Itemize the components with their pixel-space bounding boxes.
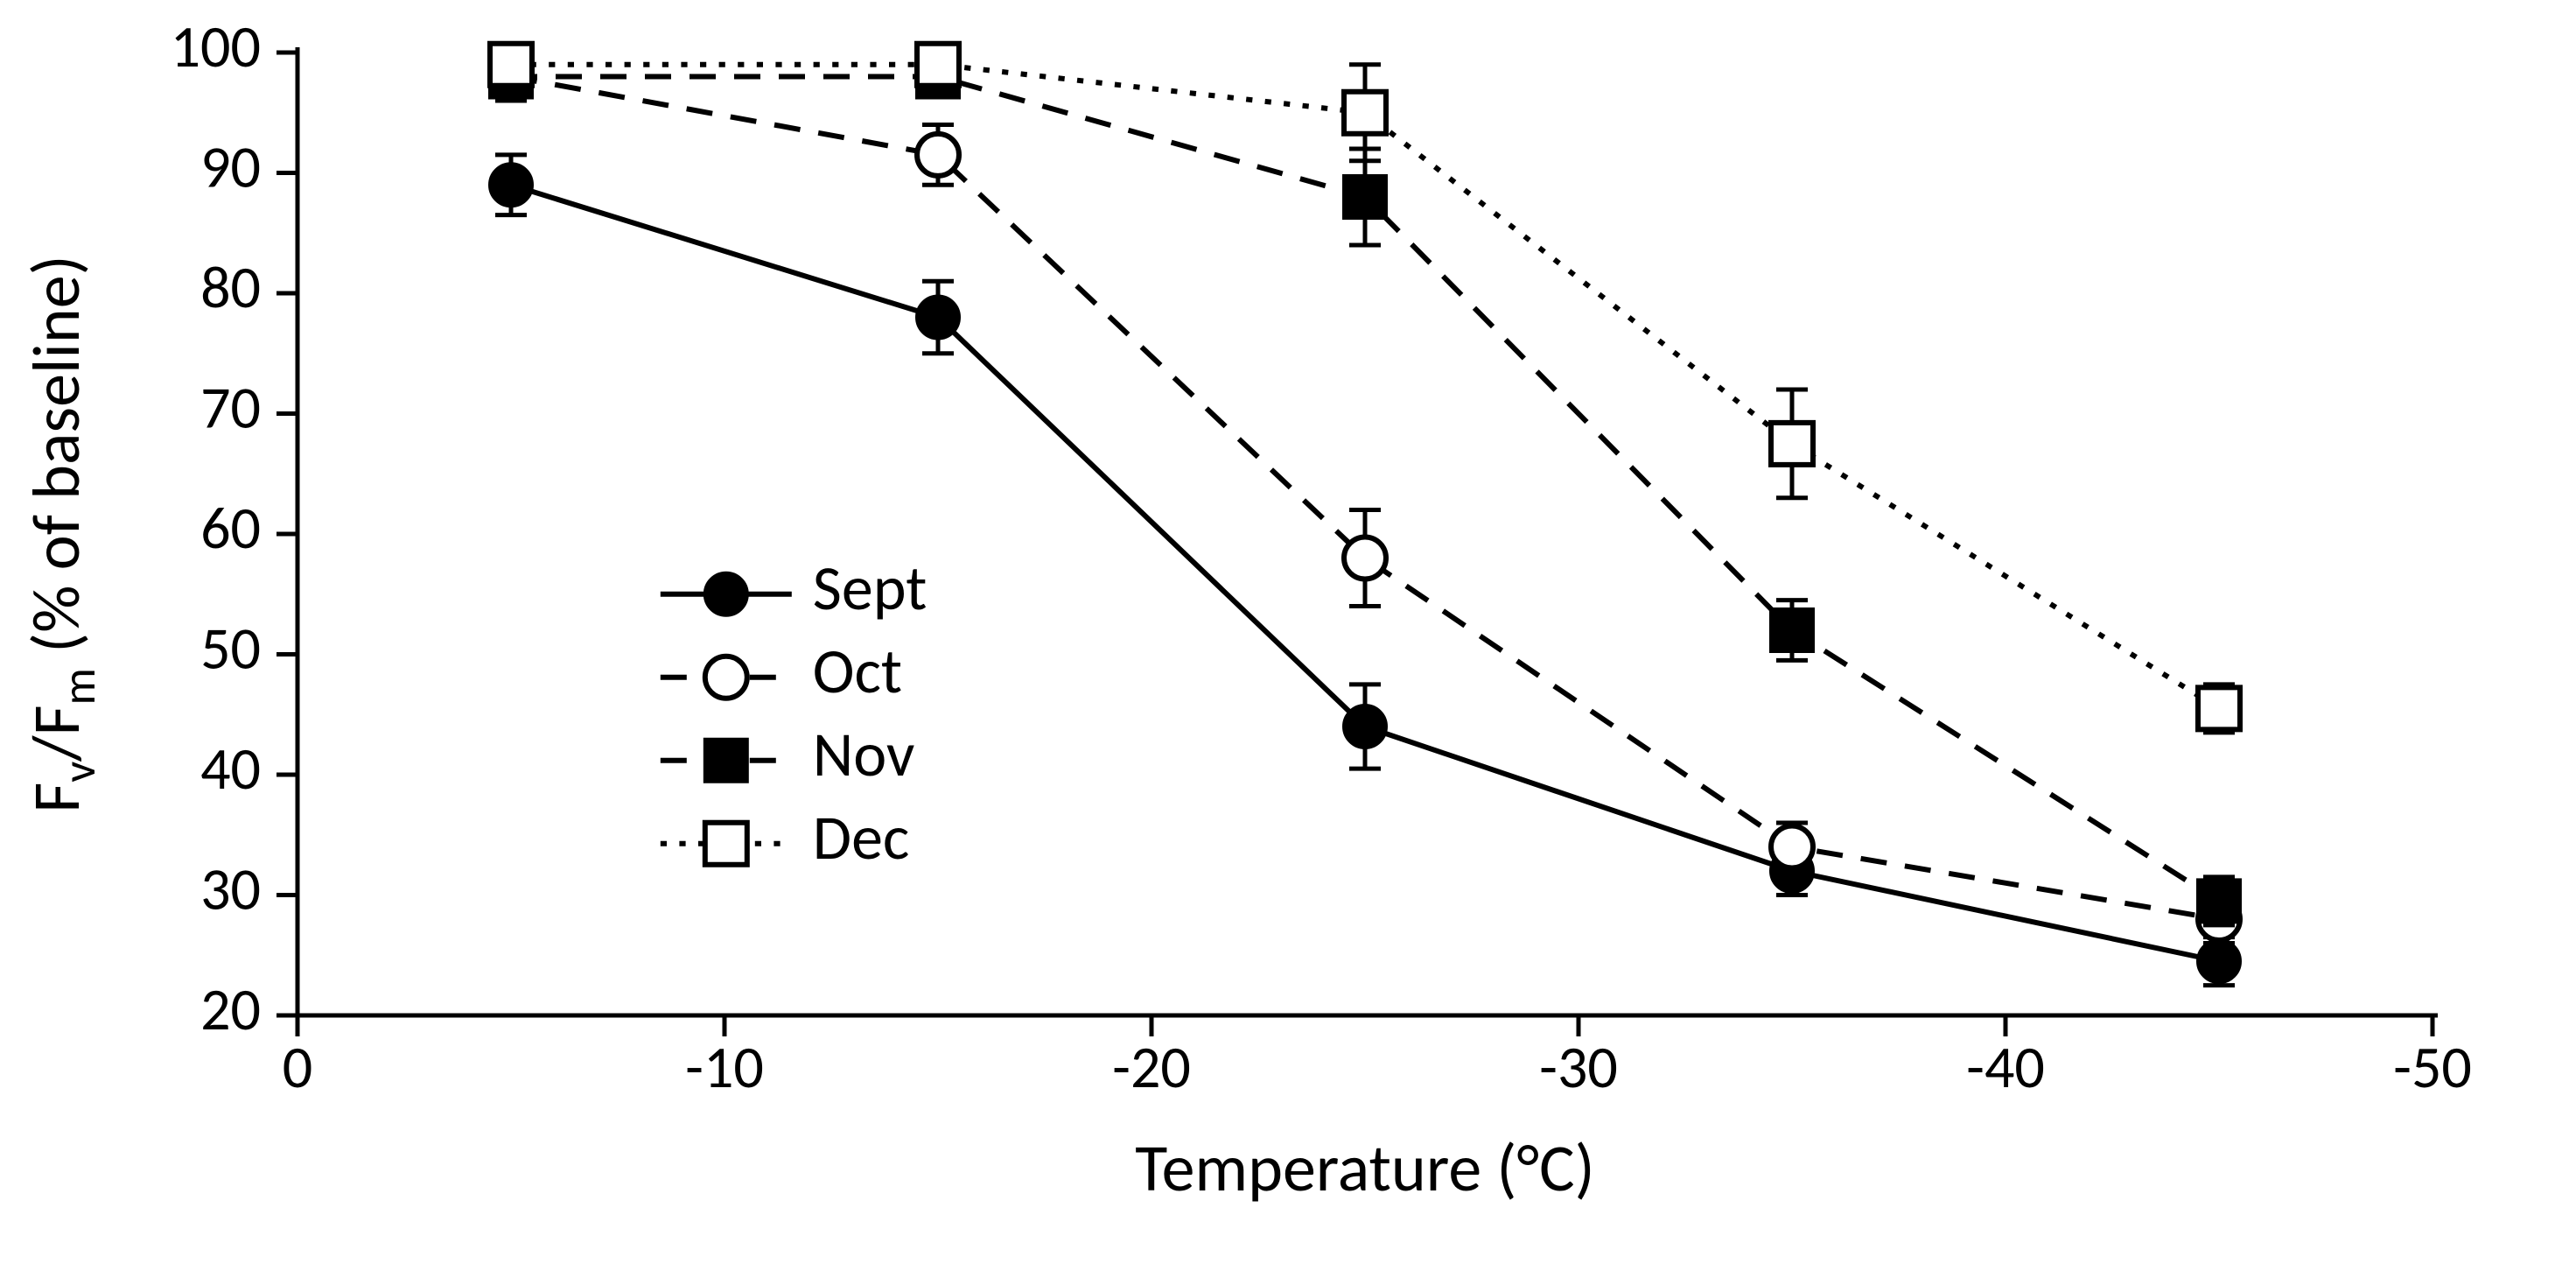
x-tick-label: -50 [2393,1031,2472,1104]
legend-label-oct: Oct [813,633,902,710]
x-tick-label: -40 [1966,1031,2045,1104]
y-tick-label: 40 [200,733,261,805]
x-tick-label: -30 [1539,1031,1618,1104]
y-tick-label: 70 [200,372,261,445]
y-tick-label: 90 [200,131,261,204]
y-tick-label: 50 [200,613,261,685]
fvfm-temperature-chart: 20 30 40 50 60 70 80 90 100 0 -10 -20 -30 -40 -50 Tempe… [0,0,2576,1278]
x-tick-label: 0 [283,1031,312,1104]
legend-label-nov: Nov [813,716,915,793]
legend-label-sept: Sept [813,550,928,627]
y-tick-label: 80 [200,251,261,324]
y-tick-label: 20 [200,973,261,1046]
x-tick-label: -10 [685,1031,764,1104]
y-axis-label: Fv/Fm (% of baseline) [17,255,108,812]
x-tick-label: -20 [1112,1031,1191,1104]
y-tick-label: 30 [200,853,261,926]
y-tick-label: 100 [171,11,261,83]
x-axis-label: Temperature (°C) [1135,1128,1594,1209]
y-tick-label: 60 [200,492,261,565]
legend-label-dec: Dec [813,799,910,876]
chart-svg: 20 30 40 50 60 70 80 90 100 0 -10 -20 -30 -40 -50 Tempe… [0,0,2576,1278]
